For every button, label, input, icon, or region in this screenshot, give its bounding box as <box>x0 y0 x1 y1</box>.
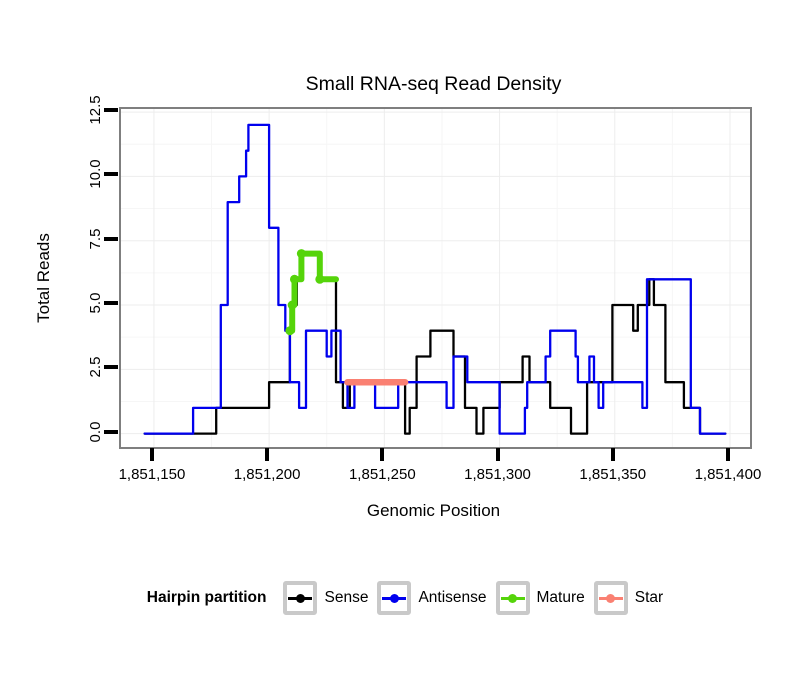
series-line-antisense <box>143 123 727 435</box>
legend-label: Antisense <box>418 589 487 606</box>
y-axis-tick <box>104 301 118 305</box>
legend-key-star <box>593 581 628 615</box>
legend-key-mature <box>495 581 530 615</box>
x-axis-tick-label: 1,851,350 <box>579 466 647 483</box>
legend-key-dot-icon <box>508 593 518 603</box>
y-axis-tick-label: 0.0 <box>86 421 104 443</box>
legend-label: Mature <box>536 589 585 606</box>
x-axis-tick <box>725 448 730 461</box>
y-axis-tick-label: 10.0 <box>86 159 104 189</box>
x-axis-title: Genomic Position <box>366 501 501 520</box>
legend-key-dot-icon <box>295 593 305 603</box>
legend: Hairpin partition Sense Antisense Mature St… <box>0 581 810 615</box>
legend-entry-mature: Mature <box>495 581 585 615</box>
legend-key-dot-icon <box>606 593 616 603</box>
series-point-mature <box>315 274 325 284</box>
y-axis-tick-label: 2.5 <box>86 356 104 378</box>
legend-entry-sense: Sense <box>283 581 368 615</box>
y-axis-tick <box>104 236 118 241</box>
x-axis-tick <box>610 448 615 461</box>
series-point-mature <box>296 249 306 259</box>
legend-label: Sense <box>324 589 369 606</box>
y-axis-tick <box>104 429 118 434</box>
series-point-mature <box>287 300 297 310</box>
x-axis-tick-label: 1,851,250 <box>348 466 416 483</box>
legend-label: Star <box>634 589 664 606</box>
x-axis-tick <box>495 448 500 461</box>
legend-title: Hairpin partition <box>146 589 267 606</box>
x-axis-tick-label: 1,851,300 <box>464 466 531 483</box>
chart-title: Small RNA-seq Read Density <box>305 73 562 95</box>
x-axis-tick-label: 1,851,400 <box>694 466 762 483</box>
legend-entry-star: Star <box>593 581 664 615</box>
y-axis-tick-label: 12.5 <box>86 95 104 125</box>
x-axis-tick-label: 1,851,150 <box>118 466 186 483</box>
chart-canvas <box>121 109 750 447</box>
x-axis-tick <box>149 448 154 461</box>
legend-entries: Sense Antisense Mature Star <box>283 581 663 615</box>
y-axis-tick-label: 7.5 <box>86 228 104 250</box>
x-axis-tick <box>265 448 270 461</box>
series-line-sense <box>143 252 727 435</box>
series-line-mature <box>286 250 339 334</box>
y-axis-title: Total Reads <box>34 233 53 323</box>
legend-key-dot-icon <box>389 593 399 603</box>
y-axis-tick-label: 5.0 <box>86 292 104 314</box>
legend-key-sense <box>283 581 318 615</box>
series-point-mature <box>285 326 295 336</box>
legend-key-antisense <box>377 581 412 615</box>
y-axis-tick <box>104 365 118 370</box>
y-axis-tick <box>104 108 118 113</box>
y-axis-tick <box>104 172 118 177</box>
x-axis-tick <box>380 448 385 461</box>
legend-entry-antisense: Antisense <box>377 581 487 615</box>
x-axis-tick-label: 1,851,200 <box>233 466 301 483</box>
plot-panel <box>119 107 752 449</box>
series-point-mature <box>289 274 299 284</box>
